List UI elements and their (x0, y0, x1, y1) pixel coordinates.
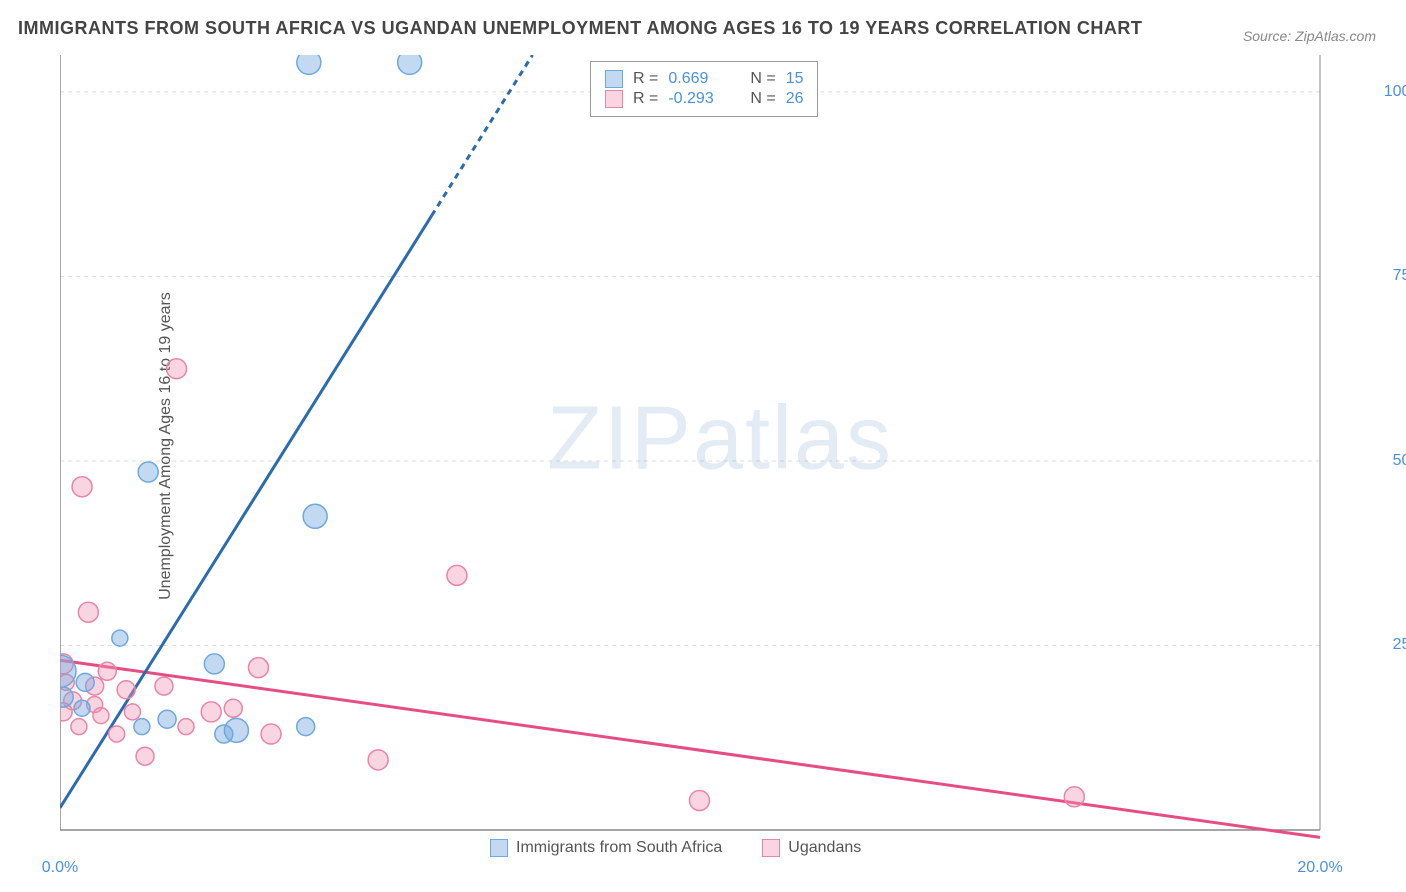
x-tick: 20.0% (1297, 859, 1342, 877)
r-value-pink: -0.293 (668, 90, 728, 108)
y-tick: 75.0% (1393, 267, 1406, 285)
swatch-pink (605, 90, 623, 108)
source-label: Source: ZipAtlas.com (1243, 28, 1376, 44)
legend-row-blue: R = 0.669 N = 15 (605, 70, 803, 88)
chart-area: ZIPatlas R = 0.669 N = 15 R = -0.293 N =… (60, 55, 1380, 855)
swatch-blue (605, 70, 623, 88)
y-tick: 25.0% (1393, 636, 1406, 654)
swatch-pink-bottom (762, 839, 780, 857)
y-tick: 100.0% (1384, 83, 1406, 101)
swatch-blue-bottom (490, 839, 508, 857)
n-value-pink: 26 (786, 90, 804, 108)
correlation-legend: R = 0.669 N = 15 R = -0.293 N = 26 (590, 61, 818, 117)
scatter-plot (60, 55, 1380, 855)
series-legend: Immigrants from South Africa Ugandans (490, 839, 861, 857)
legend-row-pink: R = -0.293 N = 26 (605, 90, 803, 108)
n-value-blue: 15 (786, 70, 804, 88)
x-tick: 0.0% (42, 859, 78, 877)
legend-item-pink: Ugandans (762, 839, 861, 857)
legend-item-blue: Immigrants from South Africa (490, 839, 722, 857)
chart-title: IMMIGRANTS FROM SOUTH AFRICA VS UGANDAN … (18, 18, 1142, 39)
chart-container: IMMIGRANTS FROM SOUTH AFRICA VS UGANDAN … (0, 0, 1406, 892)
legend-label-blue: Immigrants from South Africa (516, 839, 722, 857)
legend-label-pink: Ugandans (788, 839, 861, 857)
y-tick: 50.0% (1393, 452, 1406, 470)
r-value-blue: 0.669 (668, 70, 728, 88)
